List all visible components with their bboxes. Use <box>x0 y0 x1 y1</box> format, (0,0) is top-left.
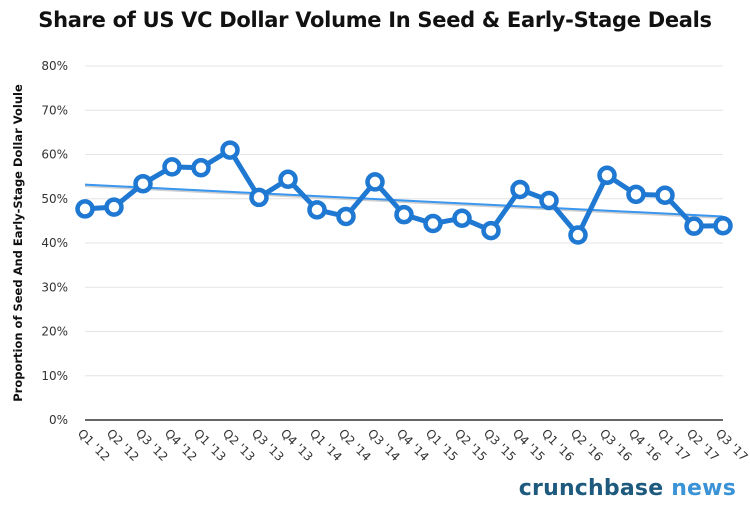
chart-title: Share of US VC Dollar Volume In Seed & E… <box>38 8 712 32</box>
data-point <box>394 204 414 225</box>
logo-crunchbase: crunchbase <box>518 476 664 501</box>
y-tick-label: 30% <box>41 280 68 294</box>
data-point <box>365 172 385 192</box>
y-tick-label: 40% <box>41 236 68 250</box>
data-point <box>104 197 124 217</box>
logo-news: news <box>671 476 736 501</box>
data-point <box>162 157 182 177</box>
data-point <box>133 173 153 194</box>
data-point <box>713 215 733 236</box>
data-point <box>597 165 617 186</box>
y-tick-label: 10% <box>41 369 68 383</box>
y-tick-label: 20% <box>41 325 68 339</box>
data-point <box>423 213 443 234</box>
data-point <box>568 225 588 245</box>
data-point <box>220 140 240 160</box>
data-point <box>655 185 675 205</box>
data-point <box>626 184 646 205</box>
y-tick-label: 50% <box>41 192 68 206</box>
data-point <box>249 187 269 208</box>
x-tick-label: Q3 '17 <box>713 426 750 464</box>
y-axis-label: Proportion of Seed And Early-Stage Dolla… <box>11 84 25 402</box>
data-point <box>75 199 95 219</box>
data-point <box>452 208 472 228</box>
data-point <box>684 216 704 236</box>
data-point <box>336 206 356 227</box>
data-point <box>510 179 530 200</box>
trendline <box>84 183 724 218</box>
y-tick-label: 60% <box>41 148 68 162</box>
data-point <box>278 169 298 190</box>
y-tick-label: 80% <box>41 59 68 73</box>
y-tick-label: 0% <box>49 413 68 427</box>
trendline-shadow <box>84 185 724 219</box>
data-point <box>539 190 559 211</box>
data-point <box>191 158 211 178</box>
y-tick-label: 70% <box>41 103 68 117</box>
crunchbase-news-logo: crunchbase news <box>519 476 736 501</box>
data-point <box>481 220 501 241</box>
data-point <box>307 200 327 220</box>
